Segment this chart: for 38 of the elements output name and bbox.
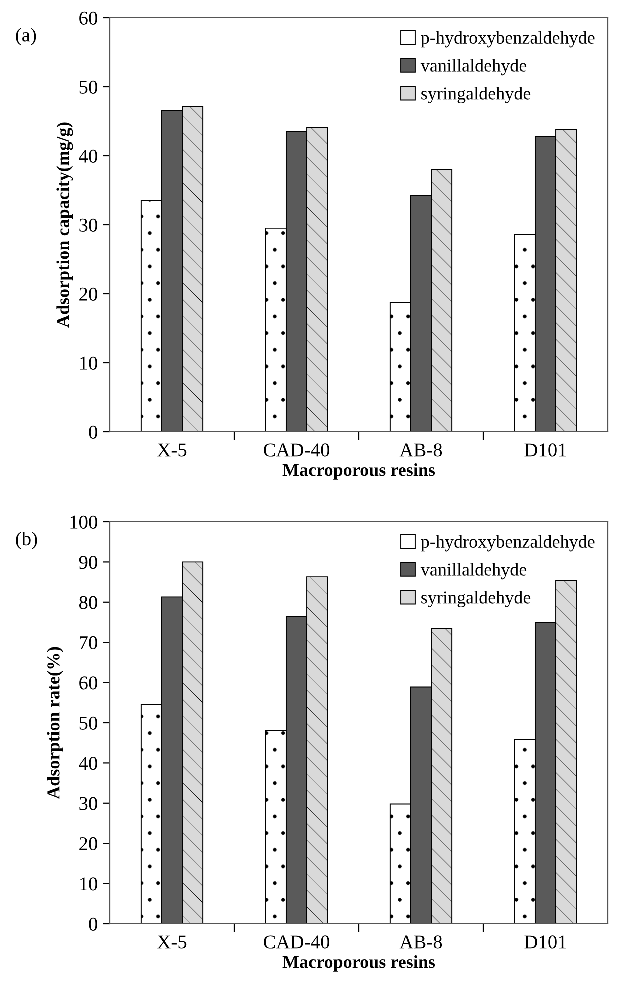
y-tick-label: 10 xyxy=(80,878,98,891)
y-tick-label: 0 xyxy=(89,918,98,931)
legend-label: p-hydroxybenzaldehyde xyxy=(421,535,595,552)
x-axis-title: Macroporous resins xyxy=(282,464,436,480)
legend-label: syringaldehyde xyxy=(422,87,531,104)
legend-label: p-hydroxybenzaldehyde xyxy=(421,31,595,48)
y-tick-label: 100 xyxy=(70,516,98,529)
x-tick-label: AB-8 xyxy=(400,936,442,949)
x-tick-label: AB-8 xyxy=(400,444,442,457)
y-tick-label: 40 xyxy=(79,757,98,770)
y-tick-label: 70 xyxy=(80,636,98,650)
legend-label: vanillaldehyde xyxy=(420,59,527,76)
x-tick-label: CAD-40 xyxy=(264,936,330,949)
y-tick-label: 80 xyxy=(79,596,98,610)
x-axis-title: Macroporous resins xyxy=(282,956,436,972)
legend-label: syringaldehyde xyxy=(422,591,531,608)
y-tick-label: 10 xyxy=(80,356,98,370)
y-tick-label: 20 xyxy=(80,837,98,851)
chart-title: (b) xyxy=(16,532,38,550)
x-tick-label: X-5 xyxy=(158,444,187,457)
y-tick-label: 40 xyxy=(79,150,98,163)
x-tick-label: D101 xyxy=(524,936,566,949)
legend-label: vanillaldehyde xyxy=(420,563,527,580)
y-tick-label: 50 xyxy=(80,80,98,94)
y-tick-label: 90 xyxy=(79,556,98,570)
y-tick-label: 50 xyxy=(80,716,98,730)
chart-title: (a) xyxy=(16,28,36,46)
y-tick-label: 60 xyxy=(80,676,98,690)
y-axis-title: Adsorption capacity(mg/g) xyxy=(56,122,74,328)
x-tick-label: CAD-40 xyxy=(264,444,330,457)
y-tick-label: 30 xyxy=(80,797,98,810)
y-axis-title: Adsorption rate(%) xyxy=(47,647,64,800)
x-tick-label: D101 xyxy=(524,444,566,457)
y-tick-label: 60 xyxy=(80,12,98,25)
y-tick-label: 0 xyxy=(89,426,98,439)
y-tick-label: 20 xyxy=(80,288,98,301)
x-tick-label: X-5 xyxy=(158,936,187,949)
y-tick-label: 30 xyxy=(80,218,98,232)
